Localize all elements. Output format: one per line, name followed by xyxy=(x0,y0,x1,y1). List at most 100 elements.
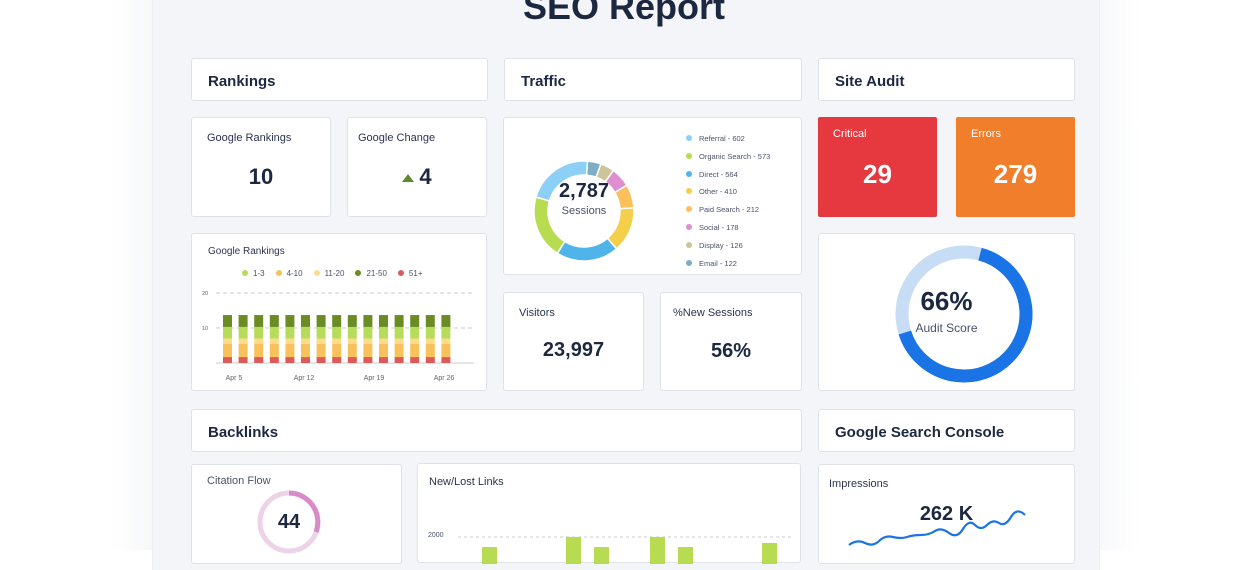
gsc-title: Google Search Console xyxy=(835,424,1005,441)
bar-segment xyxy=(410,326,420,339)
bar-segment xyxy=(269,338,279,344)
critical-label: Critical xyxy=(833,128,867,140)
x-tick-label: Apr 12 xyxy=(294,375,315,382)
legend-label: 1-3 xyxy=(253,269,265,278)
bar-segment xyxy=(316,357,326,363)
bar-segment xyxy=(316,326,326,339)
bar-segment xyxy=(363,315,373,327)
site-audit-header: Site Audit xyxy=(818,58,1075,101)
bar-segment xyxy=(269,326,279,339)
legend-dot xyxy=(686,188,692,195)
legend-label: 11-20 xyxy=(324,269,345,278)
google-rankings-value: 10 xyxy=(248,164,274,189)
errors-value: 279 xyxy=(993,159,1038,189)
new-lost-links-chart xyxy=(458,536,793,564)
site-audit-title: Site Audit xyxy=(835,73,905,90)
bar-segment xyxy=(441,357,451,363)
google-change-value: 4 xyxy=(419,164,432,189)
bar-segment xyxy=(285,338,295,344)
sessions-label: Sessions xyxy=(561,205,607,217)
citation-flow-card: Citation Flow 44 xyxy=(191,464,402,564)
bar-segment xyxy=(379,357,388,363)
legend-dot xyxy=(686,135,692,141)
legend-item[interactable]: Paid Search - 212 xyxy=(686,201,770,219)
bar-segment xyxy=(316,343,326,358)
bar-segment xyxy=(316,338,326,344)
audit-score-label: Audit Score xyxy=(915,321,978,335)
bar-segment xyxy=(254,357,264,363)
legend-item[interactable]: 1-3 xyxy=(242,269,265,278)
new-lost-links-label: New/Lost Links xyxy=(429,476,504,488)
legend-item[interactable]: Email - 122 xyxy=(686,255,770,273)
errors-label: Errors xyxy=(971,128,1001,140)
legend-item[interactable]: 21-50 xyxy=(355,269,387,278)
bar-segment xyxy=(425,315,435,327)
bar-segment xyxy=(363,357,373,363)
bar-segment xyxy=(347,343,357,358)
legend-item[interactable]: Other - 410 xyxy=(686,183,770,201)
bar-segment xyxy=(269,343,279,358)
impressions-card: Impressions 262 K xyxy=(818,464,1075,564)
bar-segment xyxy=(410,357,420,363)
page-title: SEO Report xyxy=(522,0,726,27)
chart-title: Google Rankings xyxy=(208,246,285,257)
bar-segment xyxy=(441,338,451,344)
y-tick-label: 10 xyxy=(202,326,208,332)
legend-dot xyxy=(242,270,248,276)
legend-item[interactable]: 11-20 xyxy=(313,269,345,278)
impressions-label: Impressions xyxy=(829,478,889,490)
legend-label: Organic Search - 573 xyxy=(699,151,771,161)
bar-segment xyxy=(394,338,404,344)
legend-item[interactable]: Display - 126 xyxy=(686,237,770,255)
bar-segment xyxy=(254,343,264,358)
bar-segment xyxy=(332,338,342,344)
legend-item[interactable]: Organic Search - 573 xyxy=(686,148,770,166)
legend-label: Other - 410 xyxy=(699,187,737,197)
legend-dot xyxy=(686,206,692,213)
traffic-title: Traffic xyxy=(521,73,567,90)
legend-item[interactable]: Direct - 564 xyxy=(686,166,770,184)
traffic-header: Traffic xyxy=(504,58,802,101)
bar-segment xyxy=(238,357,248,363)
bar-segment xyxy=(332,315,342,327)
bar-segment xyxy=(238,343,248,358)
visitors-label: Visitors xyxy=(519,307,555,319)
bar-segment xyxy=(410,343,420,358)
rankings-title: Rankings xyxy=(208,73,276,90)
bar-segment xyxy=(441,343,451,358)
legend-dot xyxy=(686,170,692,177)
audit-score-card: 66% Audit Score xyxy=(818,233,1075,391)
bar-segment xyxy=(285,326,295,339)
bar-segment xyxy=(363,338,373,344)
bar-segment xyxy=(410,338,420,344)
legend-dot xyxy=(686,241,692,248)
bar-segment xyxy=(379,315,388,327)
new-lost-links-card: New/Lost Links 2000 xyxy=(417,463,801,564)
legend-item[interactable]: 51+ xyxy=(397,269,423,278)
y-tick-2000: 2000 xyxy=(428,532,444,539)
errors-tile: Errors 279 xyxy=(956,117,1075,217)
legend-dot xyxy=(275,270,282,276)
legend-label: 4-10 xyxy=(286,269,303,278)
bar-segment xyxy=(425,343,435,358)
bar-segment xyxy=(223,343,232,358)
bar-segment xyxy=(394,357,404,363)
legend-label: Referral - 602 xyxy=(699,134,745,143)
impressions-sparkline xyxy=(848,510,1026,546)
legend-item[interactable]: 4-10 xyxy=(275,269,303,278)
visitors-value: 23,997 xyxy=(542,339,605,361)
legend-dot xyxy=(686,152,692,159)
bar-segment xyxy=(332,326,342,339)
new-sessions-value: 56% xyxy=(710,340,752,362)
bar-segment xyxy=(301,343,310,358)
legend-item[interactable]: Social - 178 xyxy=(686,219,770,237)
google-rankings-chart: Google Rankings 1-3 4-10 11-20 21-50 51+ 10 2… xyxy=(191,233,487,391)
bar xyxy=(650,537,665,564)
bar-segment xyxy=(254,338,264,344)
rankings-plot: 10 20 Apr 5 Apr 12 Apr 19 Apr 26 xyxy=(202,291,474,382)
bar-segment xyxy=(223,357,232,363)
legend-label: Paid Search - 212 xyxy=(699,205,760,215)
google-change-label: Google Change xyxy=(358,132,436,144)
legend-item[interactable]: Referral - 602 xyxy=(686,130,770,148)
bar-segment xyxy=(425,357,435,363)
